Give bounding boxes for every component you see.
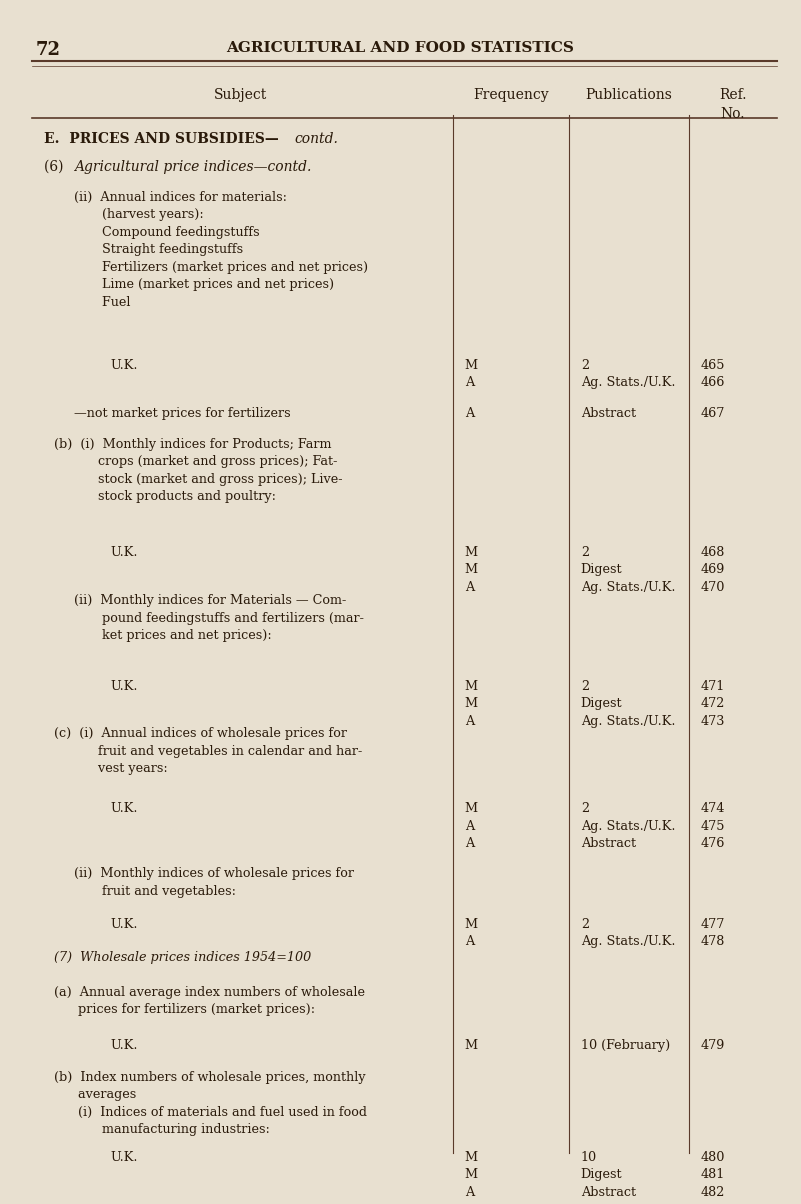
Text: 10
Digest
Abstract: 10 Digest Abstract xyxy=(581,1151,636,1198)
Text: (b)  (i)  Monthly indices for Products; Farm
           crops (market and gross : (b) (i) Monthly indices for Products; Fa… xyxy=(54,437,343,503)
Text: (ii)  Monthly indices of wholesale prices for
       fruit and vegetables:: (ii) Monthly indices of wholesale prices… xyxy=(74,867,355,897)
Text: 2
Digest
Ag. Stats./U.K.: 2 Digest Ag. Stats./U.K. xyxy=(581,545,675,594)
Text: A: A xyxy=(465,407,474,420)
Text: (c)  (i)  Annual indices of wholesale prices for
           fruit and vegetables: (c) (i) Annual indices of wholesale pric… xyxy=(54,727,363,775)
Text: (ii)  Monthly indices for Materials — Com-
       pound feedingstuffs and fertil: (ii) Monthly indices for Materials — Com… xyxy=(74,594,364,642)
Text: Abstract: Abstract xyxy=(581,407,636,420)
Text: 72: 72 xyxy=(36,41,61,59)
Text: M
M
A: M M A xyxy=(465,680,477,728)
Text: (b)  Index numbers of wholesale prices, monthly
      averages
      (i)  Indice: (b) Index numbers of wholesale prices, m… xyxy=(54,1070,368,1137)
Text: M: M xyxy=(465,1039,477,1052)
Text: contd.: contd. xyxy=(295,131,339,146)
Text: 10 (February): 10 (February) xyxy=(581,1039,670,1052)
Text: M
A
A: M A A xyxy=(465,802,477,850)
Text: E.  PRICES AND SUBSIDIES—: E. PRICES AND SUBSIDIES— xyxy=(44,131,279,146)
Text: M
M
A: M M A xyxy=(465,545,477,594)
Text: 2
Ag. Stats./U.K.: 2 Ag. Stats./U.K. xyxy=(581,917,675,948)
Text: U.K.: U.K. xyxy=(111,1151,138,1163)
Text: AGRICULTURAL AND FOOD STATISTICS: AGRICULTURAL AND FOOD STATISTICS xyxy=(227,41,574,55)
Text: U.K.: U.K. xyxy=(111,1039,138,1052)
Text: 2
Ag. Stats./U.K.
Abstract: 2 Ag. Stats./U.K. Abstract xyxy=(581,802,675,850)
Text: —not market prices for fertilizers: —not market prices for fertilizers xyxy=(74,407,291,420)
Text: 2
Digest
Ag. Stats./U.K.: 2 Digest Ag. Stats./U.K. xyxy=(581,680,675,728)
Text: M
M
A: M M A xyxy=(465,1151,477,1198)
Text: 468
469
470: 468 469 470 xyxy=(701,545,725,594)
Text: U.K.: U.K. xyxy=(111,802,138,815)
Text: U.K.: U.K. xyxy=(111,545,138,559)
Text: Subject: Subject xyxy=(214,88,267,102)
Text: (6): (6) xyxy=(44,160,72,175)
Text: Agricultural price indices—contd.: Agricultural price indices—contd. xyxy=(74,160,312,175)
Text: 471
472
473: 471 472 473 xyxy=(701,680,725,728)
Text: U.K.: U.K. xyxy=(111,359,138,372)
Text: Frequency: Frequency xyxy=(473,88,549,102)
Text: U.K.: U.K. xyxy=(111,680,138,694)
Text: 480
481
482: 480 481 482 xyxy=(701,1151,725,1198)
Text: 465
466: 465 466 xyxy=(701,359,726,389)
Text: (a)  Annual average index numbers of wholesale
      prices for fertilizers (mar: (a) Annual average index numbers of whol… xyxy=(54,986,365,1016)
Text: M
A: M A xyxy=(465,359,477,389)
Text: 467: 467 xyxy=(701,407,725,420)
Text: Ref.
No.: Ref. No. xyxy=(719,88,747,120)
Text: 479: 479 xyxy=(701,1039,725,1052)
Text: Publications: Publications xyxy=(586,88,672,102)
Text: 2
Ag. Stats./U.K.: 2 Ag. Stats./U.K. xyxy=(581,359,675,389)
Text: 477
478: 477 478 xyxy=(701,917,725,948)
Text: (ii)  Annual indices for materials:
       (harvest years):
       Compound feed: (ii) Annual indices for materials: (harv… xyxy=(74,190,368,308)
Text: M
A: M A xyxy=(465,917,477,948)
Text: 474
475
476: 474 475 476 xyxy=(701,802,726,850)
Text: (7)  Wholesale prices indices 1954=100: (7) Wholesale prices indices 1954=100 xyxy=(54,950,312,963)
Text: U.K.: U.K. xyxy=(111,917,138,931)
